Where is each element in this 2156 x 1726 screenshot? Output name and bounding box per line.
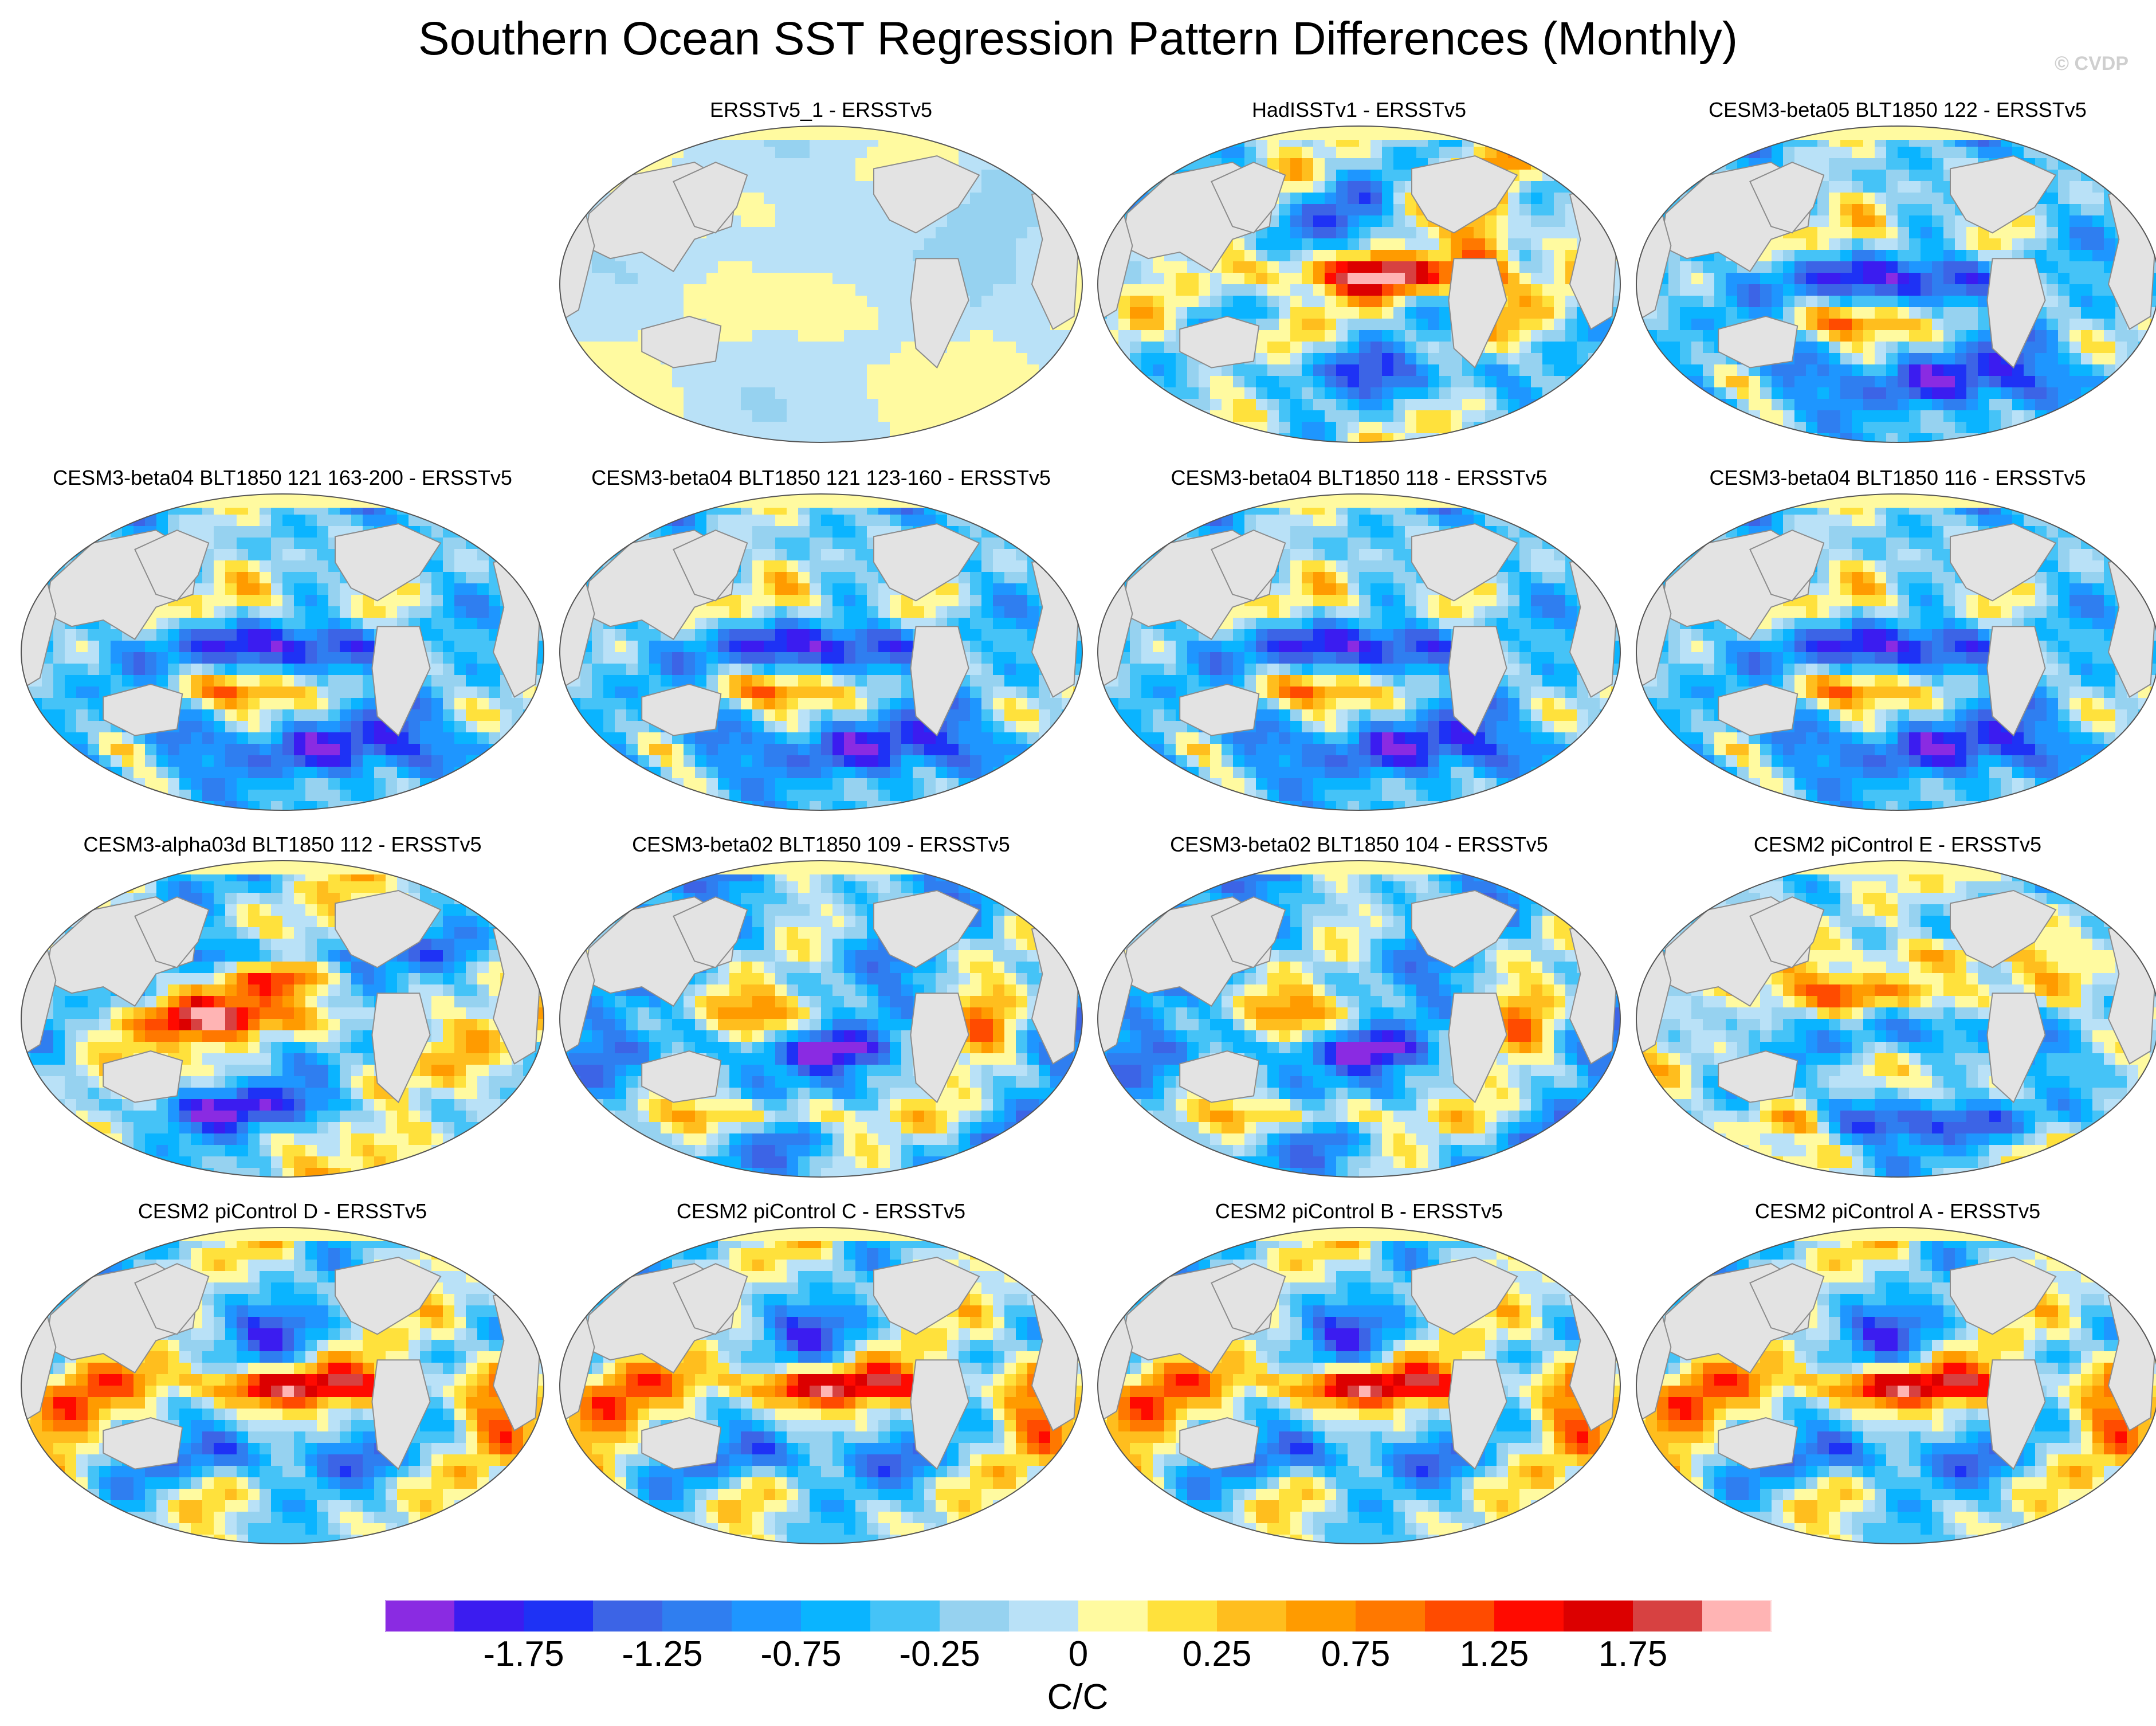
- colorbar-swatch: [593, 1600, 662, 1632]
- robinson-map: [559, 493, 1083, 811]
- map-panel-title: CESM3-beta02 BLT1850 109 - ERSSTv5: [632, 833, 1010, 856]
- colorbar-tick-label: 0: [1068, 1634, 1089, 1674]
- map-panel-title: CESM3-beta04 BLT1850 118 - ERSSTv5: [1171, 466, 1548, 489]
- colorbar-swatch: [732, 1600, 801, 1632]
- colorbar-swatch: [940, 1600, 1009, 1632]
- robinson-map: [1636, 125, 2156, 443]
- map-panel-title: CESM2 piControl E - ERSSTv5: [1753, 833, 2042, 856]
- colorbar-swatch: [1564, 1600, 1633, 1632]
- cvdp-watermark: © CVDP: [2055, 53, 2128, 74]
- colorbar-units: C/C: [1047, 1677, 1109, 1717]
- robinson-map: [21, 1227, 544, 1544]
- colorbar-swatch: [1286, 1600, 1356, 1632]
- map-panel: CESM3-beta04 BLT1850 121 163-200 - ERSST…: [19, 465, 546, 824]
- robinson-map: [1097, 493, 1621, 811]
- colorbar-tick-label: -1.75: [483, 1634, 564, 1674]
- map-panel: CESM2 piControl D - ERSSTv5: [19, 1199, 546, 1558]
- map-panel-title: CESM2 piControl D - ERSSTv5: [138, 1199, 427, 1223]
- colorbar-tick-label: -1.25: [622, 1634, 703, 1674]
- map-panel-title: CESM3-beta02 BLT1850 104 - ERSSTv5: [1170, 833, 1548, 856]
- colorbar-swatch: [1633, 1600, 1702, 1632]
- colorbar-swatch: [662, 1600, 732, 1632]
- map-panel: CESM2 piControl B - ERSSTv5: [1095, 1199, 1623, 1558]
- map-panel-title: CESM2 piControl B - ERSSTv5: [1215, 1199, 1503, 1223]
- robinson-map: [1097, 860, 1621, 1178]
- robinson-map: [1636, 1227, 2156, 1544]
- colorbar-swatch: [1217, 1600, 1286, 1632]
- map-panel: CESM3-beta02 BLT1850 109 - ERSSTv5: [557, 832, 1085, 1191]
- colorbar-tick-label: 0.75: [1321, 1634, 1391, 1674]
- colorbar-tick-label: 1.25: [1459, 1634, 1529, 1674]
- map-panel: CESM3-beta02 BLT1850 104 - ERSSTv5: [1095, 832, 1623, 1191]
- colorbar-swatch: [454, 1600, 524, 1632]
- colorbar-swatch: [1494, 1600, 1564, 1632]
- robinson-map: [559, 125, 1083, 443]
- colorbar-swatch: [801, 1600, 870, 1632]
- robinson-map: [1097, 1227, 1621, 1544]
- map-panel-title: CESM2 piControl A - ERSSTv5: [1754, 1199, 2041, 1223]
- colorbar-swatch: [1356, 1600, 1425, 1632]
- colorbar-swatch: [1702, 1600, 1772, 1632]
- map-panel: CESM3-beta04 BLT1850 118 - ERSSTv5: [1095, 465, 1623, 824]
- colorbar-swatch: [524, 1600, 593, 1632]
- colorbar-tick-label: -0.75: [760, 1634, 842, 1674]
- colorbar-tick-label: -0.25: [899, 1634, 980, 1674]
- colorbar-swatch: [385, 1600, 454, 1632]
- map-panel-title: CESM3-beta05 BLT1850 122 - ERSSTv5: [1709, 98, 2087, 121]
- colorbar-swatch: [1009, 1600, 1078, 1632]
- map-panel: CESM3-beta05 BLT1850 122 - ERSSTv5: [1634, 97, 2156, 456]
- map-panel: CESM2 piControl A - ERSSTv5: [1634, 1199, 2156, 1558]
- colorbar-swatch: [1148, 1600, 1217, 1632]
- robinson-map: [559, 860, 1083, 1178]
- map-panel-title: CESM2 piControl C - ERSSTv5: [676, 1199, 966, 1223]
- robinson-map: [1636, 493, 2156, 811]
- map-panel-title: CESM3-alpha03d BLT1850 112 - ERSSTv5: [83, 833, 482, 856]
- map-panel-title: CESM3-beta04 BLT1850 121 123-160 - ERSST…: [591, 466, 1051, 489]
- colorbar: [385, 1600, 1772, 1632]
- colorbar-swatch: [1078, 1600, 1148, 1632]
- figure-title: Southern Ocean SST Regression Pattern Di…: [418, 13, 1738, 65]
- map-panel: CESM2 piControl E - ERSSTv5: [1634, 832, 2156, 1191]
- colorbar-swatch: [1425, 1600, 1494, 1632]
- map-panel: CESM3-beta04 BLT1850 121 123-160 - ERSST…: [557, 465, 1085, 824]
- robinson-map: [21, 860, 544, 1178]
- robinson-map: [1097, 125, 1621, 443]
- map-panel-title: CESM3-beta04 BLT1850 121 163-200 - ERSST…: [53, 466, 512, 489]
- map-panel: CESM2 piControl C - ERSSTv5: [557, 1199, 1085, 1558]
- robinson-map: [559, 1227, 1083, 1544]
- map-panel: HadISSTv1 - ERSSTv5: [1095, 97, 1623, 456]
- map-panel: CESM3-beta04 BLT1850 116 - ERSSTv5: [1634, 465, 2156, 824]
- map-panel-title: HadISSTv1 - ERSSTv5: [1251, 98, 1467, 121]
- map-panel: ERSSTv5_1 - ERSSTv5: [557, 97, 1085, 456]
- colorbar-tick-label: 0.25: [1182, 1634, 1252, 1674]
- robinson-map: [21, 493, 544, 811]
- robinson-map: [1636, 860, 2156, 1178]
- map-panel-title: ERSSTv5_1 - ERSSTv5: [709, 98, 933, 121]
- map-panel: CESM3-alpha03d BLT1850 112 - ERSSTv5: [19, 832, 546, 1191]
- colorbar-swatch: [870, 1600, 940, 1632]
- colorbar-tick-label: 1.75: [1598, 1634, 1668, 1674]
- map-panel-title: CESM3-beta04 BLT1850 116 - ERSSTv5: [1709, 466, 2086, 489]
